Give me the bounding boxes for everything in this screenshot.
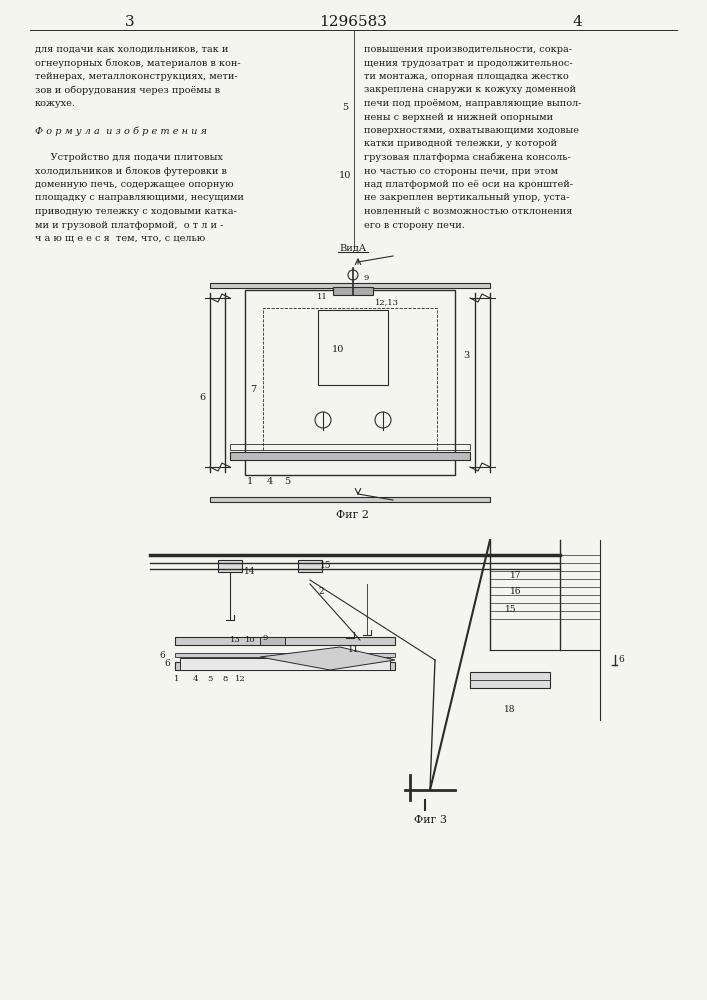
Bar (333, 287, 373, 295)
Text: кожухе.: кожухе. (35, 99, 76, 108)
Bar (230, 452, 470, 460)
Polygon shape (260, 647, 395, 670)
Text: 1: 1 (175, 675, 180, 683)
Text: грузовая платформа снабжена консоль-: грузовая платформа снабжена консоль- (363, 153, 571, 162)
Text: поверхностями, охватывающими ходовые: поверхностями, охватывающими ходовые (363, 126, 578, 135)
Text: 15: 15 (320, 560, 332, 570)
Bar (230, 444, 470, 450)
Text: 11: 11 (317, 293, 328, 301)
Text: его в сторону печи.: его в сторону печи. (363, 221, 464, 230)
Bar (470, 672, 550, 688)
Text: новленный с возможностью отклонения: новленный с возможностью отклонения (363, 207, 572, 216)
Text: печи под проёмом, направляющие выпол-: печи под проёмом, направляющие выпол- (363, 99, 581, 108)
Text: ч а ю щ е е с я  тем, что, с целью: ч а ю щ е е с я тем, что, с целью (35, 234, 205, 243)
Text: 13: 13 (230, 636, 240, 644)
Bar (175, 662, 395, 670)
Text: не закреплен вертикальный упор, уста-: не закреплен вертикальный упор, уста- (363, 194, 568, 202)
Text: 10: 10 (332, 346, 344, 355)
Text: 9: 9 (262, 634, 268, 642)
Text: 14: 14 (244, 568, 255, 576)
Text: 10: 10 (245, 636, 255, 644)
Text: 8: 8 (222, 675, 228, 683)
Bar (175, 637, 395, 645)
Text: 7: 7 (250, 385, 256, 394)
Text: 6: 6 (164, 658, 170, 668)
Text: 4: 4 (192, 675, 198, 683)
Bar (218, 560, 242, 572)
Text: 16: 16 (510, 587, 522, 596)
Text: Ф о р м у л а  и з о б р е т е н и я: Ф о р м у л а и з о б р е т е н и я (35, 126, 207, 135)
Text: площадку с направляющими, несущими: площадку с направляющими, несущими (35, 194, 244, 202)
Text: 5: 5 (342, 103, 349, 112)
Text: ВидА: ВидА (339, 243, 366, 252)
Text: 4: 4 (267, 477, 273, 486)
Text: 6: 6 (618, 656, 624, 664)
Text: 15: 15 (505, 605, 517, 614)
Text: 12,13: 12,13 (375, 298, 399, 306)
Text: огнеупорных блоков, материалов в кон-: огнеупорных блоков, материалов в кон- (35, 58, 240, 68)
Bar (245, 290, 455, 475)
Text: Фиг 2: Фиг 2 (337, 510, 370, 520)
Text: 10: 10 (339, 170, 351, 180)
Text: 1: 1 (247, 477, 253, 486)
Text: но частью со стороны печи, при этом: но частью со стороны печи, при этом (363, 166, 558, 176)
Text: 2: 2 (318, 587, 324, 596)
Text: закреплена снаружи к кожуху доменной: закреплена снаружи к кожуху доменной (363, 86, 575, 95)
Text: ми и грузовой платформой,  о т л и -: ми и грузовой платформой, о т л и - (35, 221, 223, 230)
Text: повышения производительности, сокра-: повышения производительности, сокра- (363, 45, 571, 54)
Bar (175, 653, 395, 657)
Text: 5: 5 (284, 477, 290, 486)
Text: 6: 6 (199, 393, 205, 402)
Text: 17: 17 (510, 570, 522, 580)
Text: над платформой по её оси на кронштей-: над платформой по её оси на кронштей- (363, 180, 573, 189)
Bar (263, 308, 437, 457)
Bar (180, 658, 390, 670)
Text: нены с верхней и нижней опорными: нены с верхней и нижней опорными (363, 112, 553, 121)
Text: 12: 12 (235, 675, 245, 683)
Text: зов и оборудования через проёмы в: зов и оборудования через проёмы в (35, 86, 220, 95)
Text: 4: 4 (572, 15, 582, 29)
Text: Фиг 3: Фиг 3 (414, 815, 447, 825)
Text: 11: 11 (348, 646, 359, 654)
Text: катки приводной тележки, у которой: катки приводной тележки, у которой (363, 139, 556, 148)
Text: приводную тележку с ходовыми катка-: приводную тележку с ходовыми катка- (35, 207, 237, 216)
Text: 3: 3 (125, 15, 135, 29)
Text: для подачи как холодильников, так и: для подачи как холодильников, так и (35, 45, 228, 54)
Text: 6: 6 (159, 650, 165, 660)
Bar (210, 283, 490, 288)
Text: холодильников и блоков футеровки в: холодильников и блоков футеровки в (35, 166, 227, 176)
Text: 5: 5 (207, 675, 213, 683)
Text: 1296583: 1296583 (320, 15, 387, 29)
Text: ти монтажа, опорная площадка жестко: ти монтажа, опорная площадка жестко (363, 72, 568, 81)
Bar (298, 560, 322, 572)
Text: тейнерах, металлоконструкциях, мети-: тейнерах, металлоконструкциях, мети- (35, 72, 238, 81)
Text: щения трудозатрат и продолжительнос-: щения трудозатрат и продолжительнос- (363, 58, 572, 68)
Text: доменную печь, содержащее опорную: доменную печь, содержащее опорную (35, 180, 233, 189)
Bar (210, 497, 490, 502)
Bar (260, 637, 285, 645)
Text: 9: 9 (363, 274, 368, 282)
Text: 3: 3 (463, 351, 469, 360)
Text: Устройство для подачи плитовых: Устройство для подачи плитовых (35, 153, 223, 162)
Bar (318, 310, 388, 385)
Text: 18: 18 (504, 705, 515, 714)
